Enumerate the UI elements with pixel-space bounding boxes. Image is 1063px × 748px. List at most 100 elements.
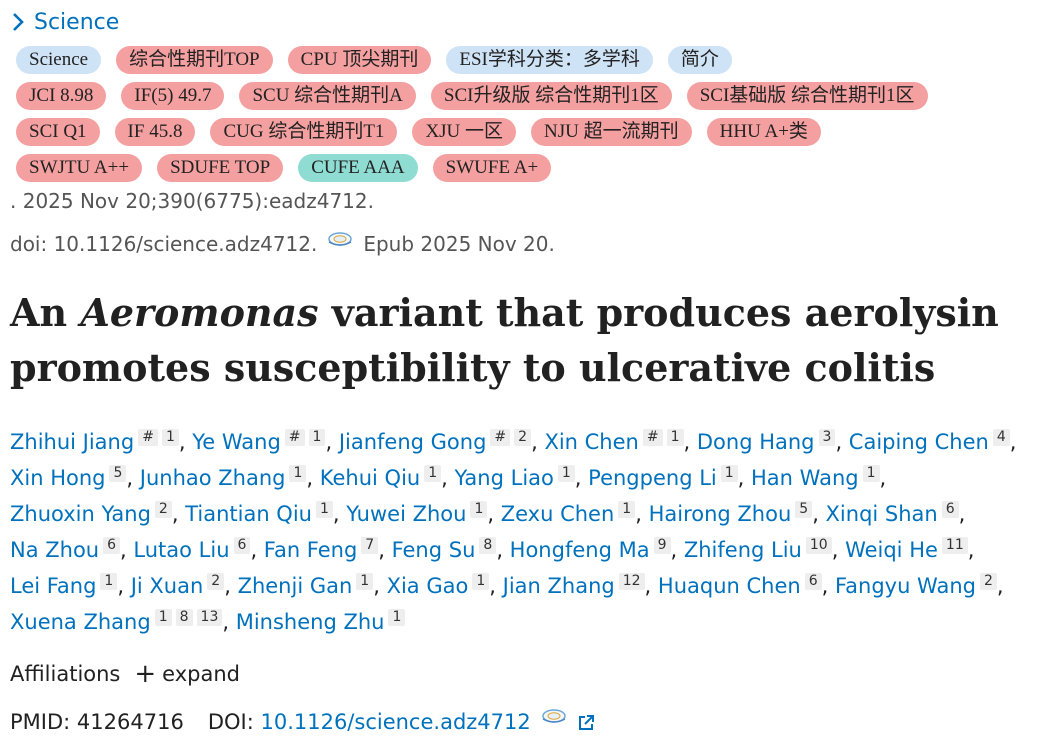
author-name-link[interactable]: Pengpeng Li	[588, 466, 717, 490]
author-name-link[interactable]: Jianfeng Gong	[338, 430, 487, 454]
author-name-link[interactable]: Fangyu Wang	[834, 574, 976, 598]
author-name-link[interactable]: Minsheng Zhu	[235, 610, 385, 634]
affiliation-ref[interactable]: 2	[980, 573, 997, 590]
author-name-link[interactable]: Zhifeng Liu	[683, 538, 802, 562]
affiliation-ref[interactable]: 1	[161, 429, 179, 446]
journal-tag[interactable]: IF(5) 49.7	[121, 82, 225, 110]
full-text-link-icon[interactable]	[539, 707, 571, 729]
affiliation-ref[interactable]: 1	[470, 501, 488, 518]
affiliation-ref[interactable]: 9	[653, 537, 671, 554]
affiliation-ref[interactable]: 1	[666, 429, 684, 446]
affiliation-ref[interactable]: 1	[720, 465, 738, 482]
author-name-link[interactable]: Hongfeng Ma	[509, 538, 650, 562]
journal-link[interactable]: Science	[10, 9, 119, 35]
affiliation-ref[interactable]: 4	[992, 429, 1010, 446]
affiliation-ref[interactable]: 5	[795, 501, 813, 518]
affiliation-ref[interactable]: 3	[818, 429, 836, 446]
journal-tag[interactable]: IF 45.8	[114, 118, 196, 146]
author-name-link[interactable]: Xuena Zhang	[10, 610, 151, 634]
author-name-link[interactable]: Lutao Liu	[133, 538, 230, 562]
affiliation-ref[interactable]: 1	[154, 609, 172, 626]
affiliation-ref[interactable]: 2	[514, 429, 532, 446]
affiliation-ref[interactable]: 6	[941, 501, 959, 518]
affiliation-ref[interactable]: 1	[388, 609, 406, 626]
doi-link[interactable]: 10.1126/science.adz4712	[260, 710, 531, 734]
affiliation-ref[interactable]: 1	[308, 429, 326, 446]
expand-button[interactable]: expand	[162, 662, 240, 686]
journal-tag[interactable]: SCI基础版 综合性期刊1区	[686, 82, 928, 110]
journal-tag[interactable]: SCI升级版 综合性期刊1区	[430, 82, 672, 110]
affiliation-ref[interactable]: 7	[361, 537, 379, 554]
author-name-link[interactable]: Yuwei Zhou	[346, 502, 467, 526]
author-name-link[interactable]: Zexu Chen	[500, 502, 615, 526]
journal-tag[interactable]: Science	[16, 46, 102, 74]
author-name-link[interactable]: Zhenji Gan	[237, 574, 353, 598]
author-name-link[interactable]: Zhuoxin Yang	[10, 502, 151, 526]
author-name-link[interactable]: Fan Feng	[263, 538, 358, 562]
journal-tag[interactable]: CPU 顶尖期刊	[287, 46, 432, 74]
affiliation-ref[interactable]: 6	[233, 537, 251, 554]
affiliation-ref[interactable]: 10	[805, 537, 832, 554]
journal-tag[interactable]: SCI Q1	[16, 118, 100, 146]
affiliation-ref[interactable]: 1	[424, 465, 442, 482]
author-name-link[interactable]: Han Wang	[751, 466, 859, 490]
journal-tag[interactable]: SDUFE TOP	[157, 154, 284, 182]
author-name-link[interactable]: Junhao Zhang	[139, 466, 286, 490]
affiliation-ref[interactable]: 8	[479, 537, 497, 554]
author-name-link[interactable]: Dong Hang	[696, 430, 815, 454]
full-text-link-icon[interactable]	[325, 230, 357, 252]
journal-tag[interactable]: JCI 8.98	[16, 82, 107, 110]
affiliation-ref[interactable]: 12	[618, 573, 645, 590]
author-name-link[interactable]: Yang Liao	[454, 466, 554, 490]
affiliation-ref[interactable]: 1	[289, 465, 307, 482]
author-name-link[interactable]: Feng Su	[391, 538, 476, 562]
author-name-link[interactable]: Tiantian Qiu	[185, 502, 312, 526]
author-name-link[interactable]: Xin Chen	[544, 430, 639, 454]
journal-tag[interactable]: SWJTU A++	[16, 154, 143, 182]
author-name-link[interactable]: Xia Gao	[386, 574, 469, 598]
affiliation-ref[interactable]: 2	[207, 573, 225, 590]
affiliation-ref[interactable]: 6	[804, 573, 822, 590]
author-name-link[interactable]: Caiping Chen	[848, 430, 989, 454]
author-name-link[interactable]: Na Zhou	[10, 538, 100, 562]
affiliation-ref[interactable]: 1	[618, 501, 636, 518]
author-name-link[interactable]: Jian Zhang	[502, 574, 615, 598]
author-name-link[interactable]: Xin Hong	[10, 466, 106, 490]
affiliation-ref[interactable]: 1	[356, 573, 374, 590]
journal-tag[interactable]: HHU A+类	[706, 118, 821, 146]
affiliation-ref[interactable]: 6	[103, 537, 121, 554]
affiliation-ref[interactable]: 1	[100, 573, 118, 590]
author-name-link[interactable]: Weiqi He	[845, 538, 938, 562]
affiliation-ref[interactable]: 1	[557, 465, 575, 482]
author-item: Minsheng Zhu 1	[235, 609, 406, 634]
journal-name[interactable]: Science	[34, 9, 120, 35]
affiliations-toggle[interactable]: Affiliations + expand	[10, 659, 240, 689]
affiliation-ref[interactable]: 2	[154, 501, 172, 518]
author-name-link[interactable]: Ye Wang	[192, 430, 281, 454]
affiliation-ref[interactable]: 5	[109, 465, 127, 482]
journal-tag[interactable]: 综合性期刊TOP	[116, 46, 273, 74]
journal-tag[interactable]: SWUFE A+	[432, 154, 552, 182]
author-name-link[interactable]: Ji Xuan	[130, 574, 204, 598]
plus-icon[interactable]: +	[134, 659, 157, 689]
author-name-link[interactable]: Kehui Qiu	[319, 466, 421, 490]
affiliation-ref[interactable]: 1	[862, 465, 880, 482]
author-name-link[interactable]: Lei Fang	[10, 574, 97, 598]
journal-tag[interactable]: NJU 超一流期刊	[531, 118, 692, 146]
author-name-link[interactable]: Xinqi Shan	[825, 502, 938, 526]
affiliation-ref[interactable]: 13	[196, 609, 223, 626]
affiliation-ref[interactable]: 1	[315, 501, 333, 518]
journal-tag[interactable]: SCU 综合性期刊A	[239, 82, 416, 110]
journal-tag[interactable]: 简介	[667, 46, 732, 74]
author-name-link[interactable]: Huaqun Chen	[657, 574, 801, 598]
journal-tag[interactable]: XJU 一区	[412, 118, 517, 146]
journal-tag[interactable]: CUFE AAA	[298, 154, 418, 182]
affiliation-ref[interactable]: 1	[472, 573, 490, 590]
author-name-link[interactable]: Hairong Zhou	[648, 502, 792, 526]
external-link-icon[interactable]	[577, 713, 595, 731]
affiliation-ref[interactable]: 11	[941, 537, 968, 554]
journal-tag[interactable]: CUG 综合性期刊T1	[210, 118, 398, 146]
journal-tag[interactable]: ESI学科分类：多学科	[446, 46, 653, 74]
author-name-link[interactable]: Zhihui Jiang	[10, 430, 135, 454]
affiliation-ref[interactable]: 8	[175, 609, 193, 626]
